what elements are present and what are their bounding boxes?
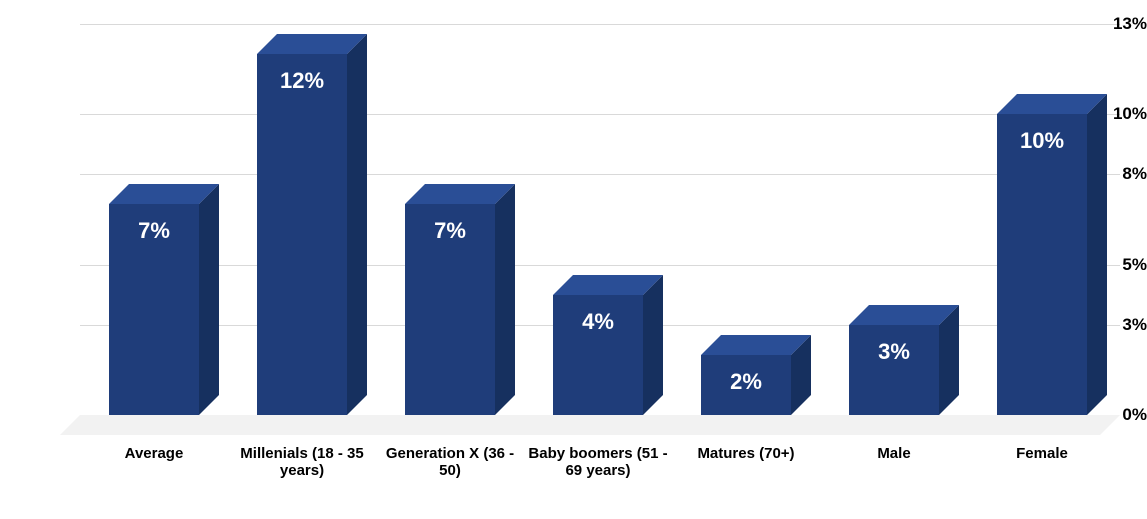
bar-value-label: 7% <box>405 218 495 244</box>
bar-value-label: 4% <box>553 309 643 335</box>
x-category-label: Average <box>84 445 224 462</box>
bar-front <box>257 54 347 415</box>
gridline <box>80 265 1120 266</box>
bar-side <box>643 275 663 415</box>
bar-value-label: 12% <box>257 68 347 94</box>
x-category-label: Baby boomers (51 - 69 years) <box>528 445 668 479</box>
x-category-label: Matures (70+) <box>676 445 816 462</box>
bar-value-label: 10% <box>997 128 1087 154</box>
bar-side <box>199 184 219 415</box>
bar-value-label: 7% <box>109 218 199 244</box>
bar-value-label: 3% <box>849 339 939 365</box>
gridline <box>80 114 1120 115</box>
x-category-label: Male <box>824 445 964 462</box>
bar-value-label: 2% <box>701 369 791 395</box>
bar-front <box>997 114 1087 415</box>
bar-side <box>1087 94 1107 415</box>
bar-side <box>495 184 515 415</box>
x-category-label: Generation X (36 - 50) <box>380 445 520 479</box>
chart-root: 0%3%5%8%10%13%7%Average12%Millenials (18… <box>0 0 1147 519</box>
gridline <box>80 174 1120 175</box>
bar-side <box>347 34 367 415</box>
y-tick-label: 13% <box>1087 14 1147 34</box>
x-category-label: Female <box>972 445 1112 462</box>
gridline <box>80 24 1120 25</box>
chart-floor <box>60 415 1120 435</box>
y-tick-label: 0% <box>1087 405 1147 425</box>
x-category-label: Millenials (18 - 35 years) <box>232 445 372 479</box>
